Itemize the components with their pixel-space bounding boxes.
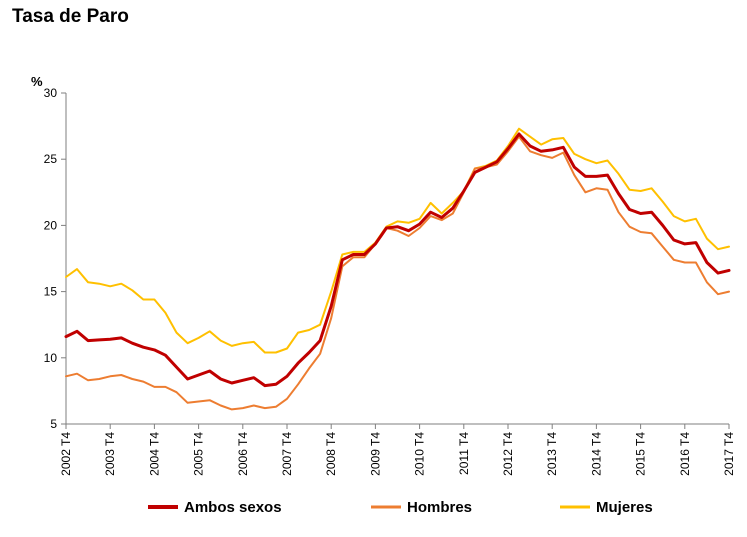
x-tick-label: 2017 T4 bbox=[722, 432, 736, 476]
x-tick-label: 2003 T4 bbox=[103, 432, 117, 476]
x-tick-label: 2002 T4 bbox=[59, 432, 73, 476]
x-tick-label: 2012 T4 bbox=[501, 432, 515, 476]
x-tick-label: 2013 T4 bbox=[545, 432, 559, 476]
x-tick-label: 2008 T4 bbox=[324, 432, 338, 476]
y-tick-label: 15 bbox=[44, 285, 58, 299]
chart-axes: 5 10 15 20 25 30 2002 T4 2003 T4 2004 T4 2005 T4 2… bbox=[44, 86, 736, 476]
y-axis-label: % bbox=[31, 74, 43, 89]
x-tick-label: 2015 T4 bbox=[634, 432, 648, 476]
x-tick-label: 2016 T4 bbox=[678, 432, 692, 476]
y-tick-label: 5 bbox=[50, 417, 57, 431]
series-line-ambos-sexos bbox=[64, 132, 731, 388]
x-tick-label: 2004 T4 bbox=[147, 432, 161, 476]
chart-lines bbox=[64, 127, 731, 411]
x-tick-label: 2014 T4 bbox=[589, 432, 603, 476]
page-title: Tasa de Paro bbox=[12, 6, 129, 27]
y-tick-label: 10 bbox=[44, 351, 58, 365]
legend-label-ambos-sexos: Ambos sexos bbox=[184, 499, 282, 516]
legend-label-hombres: Hombres bbox=[407, 499, 472, 516]
y-tick-label: 20 bbox=[44, 218, 58, 232]
series-line-hombres bbox=[65, 135, 730, 411]
legend-label-mujeres: Mujeres bbox=[596, 499, 653, 516]
series-line-mujeres bbox=[65, 127, 730, 354]
x-tick-label: 2007 T4 bbox=[280, 432, 294, 476]
x-tick-label: 2010 T4 bbox=[413, 432, 427, 476]
x-tick-label: 2006 T4 bbox=[236, 432, 250, 476]
chart-legend: Ambos sexos Hombres Mujeres bbox=[148, 499, 653, 516]
x-tick-label: 2009 T4 bbox=[368, 432, 382, 476]
x-tick-label: 2005 T4 bbox=[192, 432, 206, 476]
y-tick-label: 30 bbox=[44, 86, 58, 100]
y-tick-label: 25 bbox=[44, 152, 58, 166]
x-tick-label: 2011 T4 bbox=[457, 432, 471, 475]
